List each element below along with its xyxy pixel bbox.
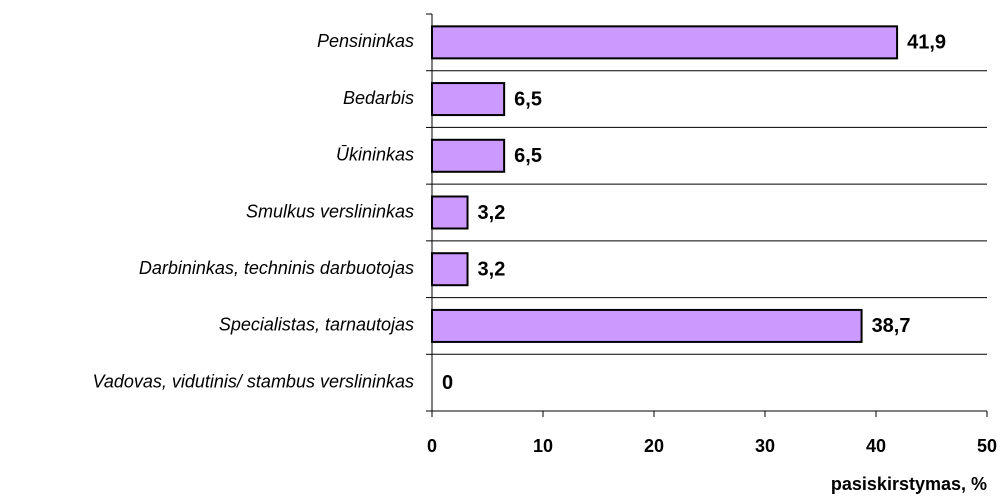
x-tick-label: 30 — [755, 436, 775, 456]
value-label: 41,9 — [907, 32, 946, 54]
bar — [431, 252, 469, 287]
category-label: Pensininkas — [317, 31, 414, 51]
category-label: Vadovas, vidutinis/ stambus verslininkas — [93, 371, 414, 391]
x-tick-label: 50 — [977, 436, 997, 456]
bar — [431, 138, 506, 173]
x-tick-label: 20 — [644, 436, 664, 456]
x-tick-label: 10 — [533, 436, 553, 456]
value-label: 3,2 — [478, 202, 506, 224]
category-label: Specialistas, tarnautojas — [219, 315, 414, 335]
category-label: Darbininkas, techninis darbuotojas — [139, 258, 414, 278]
x-axis-title: pasiskirstymas, % — [831, 474, 987, 494]
category-label: Ūkininkas — [336, 145, 414, 165]
category-label: Bedarbis — [343, 88, 414, 108]
x-tick-label: 40 — [866, 436, 886, 456]
category-label: Smulkus verslininkas — [246, 201, 414, 221]
value-label: 6,5 — [514, 88, 542, 110]
bar — [431, 308, 863, 343]
value-label: 0 — [442, 372, 453, 394]
value-label: 3,2 — [478, 258, 506, 280]
bar — [431, 82, 506, 117]
value-label: 38,7 — [872, 315, 911, 337]
bar — [431, 195, 469, 230]
x-tick-label: 0 — [427, 436, 437, 456]
value-label: 6,5 — [514, 145, 542, 167]
bar — [431, 25, 899, 60]
